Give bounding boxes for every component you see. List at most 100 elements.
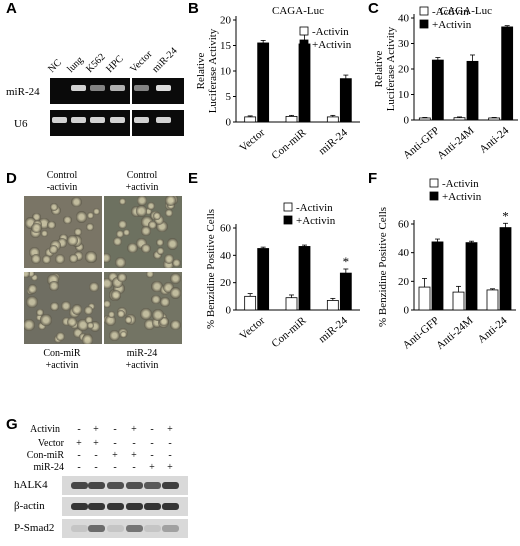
cell-blob: [49, 245, 58, 255]
cell-blob: [164, 208, 173, 217]
blot-band: [71, 525, 88, 532]
cell-blob: [104, 253, 111, 263]
y-tick-label: 10: [220, 66, 232, 78]
x-tick-label: Con-miR: [269, 126, 309, 162]
blot-condition-sign: -: [113, 424, 117, 435]
cell-blob: [46, 274, 59, 287]
bar: [418, 117, 431, 121]
cell-blob: [42, 254, 52, 264]
y-tick-label: 40: [398, 13, 410, 25]
x-tick-label: miR-24: [316, 126, 350, 157]
bar: [285, 115, 298, 123]
chart-b: CAGA-Luc Relative Luciferase Activity 0 5 10 1…: [195, 5, 360, 162]
significance-star: *: [343, 254, 350, 269]
y-axis-label: % Benzidine Positive Cells: [205, 209, 217, 329]
cell-blob: [54, 253, 66, 265]
gel-row-label-mir24: miR-24: [6, 86, 40, 98]
cell-blob: [24, 319, 35, 332]
gel-band: [110, 85, 125, 91]
blot-band: [88, 525, 105, 532]
cell-blob: [117, 272, 127, 283]
cell-blob: [141, 226, 152, 237]
cell-blob: [166, 237, 179, 250]
y-tick-label: 30: [398, 38, 410, 50]
blot-band: [107, 503, 124, 510]
cell-blob: [117, 309, 126, 319]
cell-blob: [153, 251, 162, 260]
bar: [244, 295, 257, 311]
gel-band: [110, 117, 125, 123]
blot-condition-sign: +: [167, 462, 173, 473]
cell-blob: [57, 238, 67, 249]
cell-blob: [104, 314, 117, 327]
cell-blob: [73, 328, 84, 339]
bar: [298, 43, 311, 123]
blot-row-label: P-Smad2: [14, 522, 55, 534]
cell-blob: [28, 247, 41, 259]
y-tick-label: 20: [398, 276, 410, 288]
bar: [466, 60, 479, 121]
chart-e: % Benzidine Positive Cells 0 20 40 60 Vector C…: [205, 202, 360, 350]
micro-label-control-minus: Control -activin: [46, 170, 78, 193]
cell-blob: [31, 223, 42, 234]
x-tick-label: Anti-24: [476, 314, 510, 346]
blot-condition-sign: -: [150, 438, 154, 449]
bar: [244, 116, 257, 123]
cell-blob: [108, 272, 119, 282]
gel-mir24-left: [50, 78, 130, 104]
y-tick-label: 5: [226, 91, 232, 103]
cell-blob: [140, 307, 153, 320]
panel-label-d: D: [6, 170, 17, 187]
y-tick-label: 0: [226, 305, 232, 317]
gel-band: [71, 117, 86, 123]
gel-band: [90, 117, 105, 123]
cell-blob: [151, 280, 164, 293]
cell-blob: [156, 220, 168, 233]
cell-blob: [86, 321, 95, 330]
blot-row-label: β-actin: [14, 500, 45, 512]
cell-blob: [86, 223, 95, 232]
bar: [488, 117, 501, 121]
gel-lane-label: K562: [84, 51, 108, 75]
blot-membrane: [62, 497, 188, 516]
x-tick-label: Anti-24M: [435, 124, 477, 162]
blot-condition-sign: -: [132, 438, 136, 449]
micro-label-control-plus: Control +activin: [125, 170, 159, 193]
gel-band: [90, 85, 105, 91]
gel-lane-label: lung: [65, 54, 86, 75]
x-tick-label: Vector: [238, 126, 268, 154]
blot-band: [144, 525, 161, 532]
cell-blob: [26, 296, 39, 309]
panel-label-a: A: [6, 0, 17, 17]
cell-blob: [40, 314, 52, 326]
cell-blob: [75, 242, 84, 252]
blot-condition-sign: -: [168, 438, 172, 449]
legend-label: -Activin: [442, 178, 479, 190]
blot-condition-sign: -: [77, 424, 81, 435]
cell-blob: [30, 253, 41, 264]
blot-band: [144, 482, 161, 489]
cell-blob: [162, 281, 175, 294]
blot-condition-sign: -: [77, 450, 81, 461]
x-tick-label: Vector: [238, 314, 268, 342]
blot-condition-sign: +: [167, 424, 173, 435]
bar: [418, 286, 431, 311]
panel-label-g: G: [6, 416, 18, 433]
blot-band: [126, 525, 143, 532]
legend-swatch: [429, 178, 439, 188]
cell-blob: [136, 238, 147, 250]
cell-blob: [68, 254, 78, 263]
cell-blob: [85, 251, 97, 263]
cell-blob: [163, 253, 174, 264]
blot-condition-sign: -: [77, 462, 81, 473]
cell-blob: [165, 196, 176, 206]
blot-condition-sign: -: [113, 438, 117, 449]
legend-label: +Activin: [432, 19, 472, 31]
blot-condition-sign: -: [168, 450, 172, 461]
cell-blob: [143, 318, 155, 330]
cell-blob: [124, 316, 133, 324]
cell-blob: [113, 282, 125, 295]
cell-blob: [35, 313, 44, 322]
x-tick-label: Con-miR: [269, 314, 309, 350]
blot-band: [71, 503, 88, 510]
